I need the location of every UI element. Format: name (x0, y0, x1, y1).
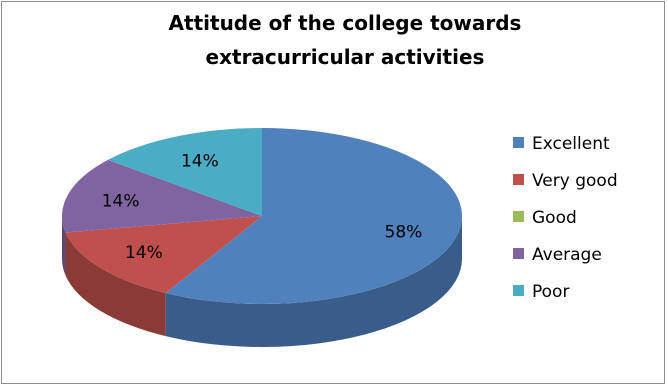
chart-title-line-1: Attitude of the college towards (168, 11, 522, 35)
pie-label-excellent: 58% (385, 222, 423, 242)
legend-swatch-good (513, 210, 524, 222)
legend-item-good: Good (513, 208, 577, 232)
legend-item-very-good: Very good (513, 171, 618, 195)
pie-labels: 58% 14% 14% 14% (102, 151, 423, 263)
legend-swatch-poor (513, 284, 524, 296)
pie-label-poor: 14% (181, 151, 219, 171)
pie-label-average: 14% (102, 192, 140, 212)
chart-title-line-2: extracurricular activities (205, 45, 485, 69)
legend-label-good: Good (532, 208, 577, 228)
pie-slice-very-good (65, 216, 263, 294)
pie-side-average (62, 216, 66, 276)
legend-label-very-good: Very good (532, 171, 618, 191)
legend-swatch-very-good (513, 173, 524, 185)
pie-top (61, 128, 462, 304)
legend-label-average: Average (532, 245, 602, 265)
legend-swatch-average (513, 247, 524, 259)
pie-label-very-good: 14% (125, 243, 163, 263)
legend-label-excellent: Excellent (532, 134, 610, 154)
pie-slice-average (61, 159, 263, 233)
legend-label-poor: Poor (532, 282, 570, 302)
pie-slice-excellent (165, 128, 462, 304)
pie-side-very-good (65, 232, 166, 337)
chart-title: Attitude of the college towards extracur… (0, 6, 668, 74)
pie-side-excellent (165, 216, 462, 347)
pie-sides (62, 216, 462, 347)
legend-swatch-excellent (513, 136, 524, 148)
legend-item-poor: Poor (513, 282, 569, 306)
pie-slice-poor (107, 128, 262, 216)
legend-item-excellent: Excellent (513, 134, 610, 158)
legend-item-average: Average (513, 245, 602, 269)
